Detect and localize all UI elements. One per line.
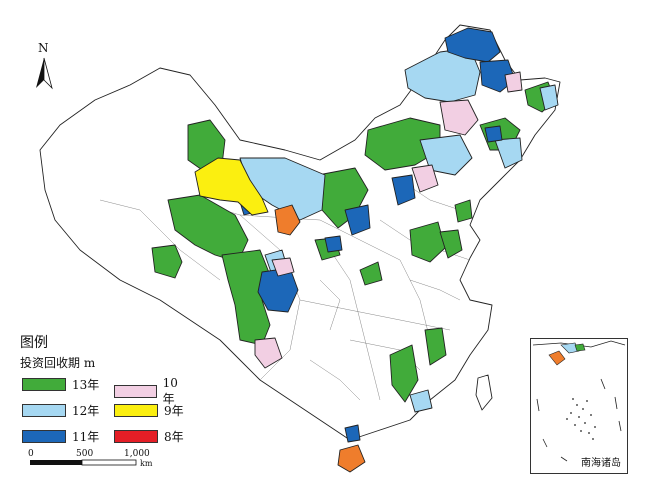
region-10yr xyxy=(254,337,283,369)
region-10yr xyxy=(411,164,439,193)
legend-item: 12年 xyxy=(22,402,99,419)
scale-tick-0: 0 xyxy=(28,449,34,459)
region-13yr xyxy=(424,327,447,366)
region-12yr xyxy=(419,134,473,176)
legend-swatch xyxy=(114,430,158,443)
region-13yr xyxy=(454,199,473,223)
legend-label: 12年 xyxy=(72,404,100,418)
legend-swatch xyxy=(22,404,66,417)
legend-label: 13年 xyxy=(72,378,100,392)
region-11yr xyxy=(324,235,343,253)
region-12yr xyxy=(494,137,523,169)
region-10yr xyxy=(439,99,479,136)
legend-item: 8年 xyxy=(114,428,184,445)
legend-item: 11年 xyxy=(22,428,99,445)
province-boundaries xyxy=(99,179,471,401)
legend-item: 10年 xyxy=(114,376,189,407)
legend-label: 8年 xyxy=(164,430,184,444)
taiwan-island xyxy=(475,374,493,411)
legend-swatch xyxy=(114,404,158,417)
south-china-sea-inset: 南海诸岛 xyxy=(530,338,628,474)
region-13yr xyxy=(389,344,419,403)
scale-tick-500: 500 xyxy=(76,449,93,459)
scale-bar: 0 500 1,000 km xyxy=(28,449,153,468)
legend-label: 11年 xyxy=(72,430,100,444)
legend-label: 9年 xyxy=(164,404,184,418)
region-13yr xyxy=(221,249,271,346)
region-10yr xyxy=(271,257,295,277)
region-11yr xyxy=(344,424,361,443)
region-12yr xyxy=(409,389,433,413)
region-13yr xyxy=(151,244,183,279)
legend-swatch xyxy=(22,430,66,443)
north-label: N xyxy=(38,41,49,55)
legend-item: 9年 xyxy=(114,402,184,419)
region-13yr xyxy=(409,221,446,263)
region-12yr xyxy=(539,84,559,111)
region-11yr xyxy=(391,174,416,206)
north-arrow: N xyxy=(36,41,53,90)
region-13yr xyxy=(439,229,463,259)
region-11yr xyxy=(444,27,501,63)
region-11yr xyxy=(344,204,371,236)
scale-tick-1000: 1,000 xyxy=(124,449,150,459)
region-other xyxy=(337,444,366,473)
scale-unit: km xyxy=(140,459,153,468)
region-other xyxy=(274,204,301,236)
region-11yr xyxy=(484,125,503,143)
legend-swatch xyxy=(114,385,157,398)
legend-swatch xyxy=(22,378,66,391)
legend-item: 13年 xyxy=(22,376,99,393)
inset-label: 南海诸岛 xyxy=(581,458,621,469)
scale-segment xyxy=(30,460,82,465)
legend-label: 10年 xyxy=(162,376,178,406)
region-9yr xyxy=(194,157,269,216)
inset-map xyxy=(532,340,626,462)
region-10yr xyxy=(504,71,523,93)
region-13yr xyxy=(359,261,383,286)
legend: 图例 投资回收期 m 13年 10年 12年 9年 11年 8年 xyxy=(14,332,189,445)
legend-subtitle: 投资回收期 m xyxy=(20,356,96,370)
scale-segment xyxy=(81,459,137,466)
legend-title: 图例 xyxy=(20,335,48,351)
